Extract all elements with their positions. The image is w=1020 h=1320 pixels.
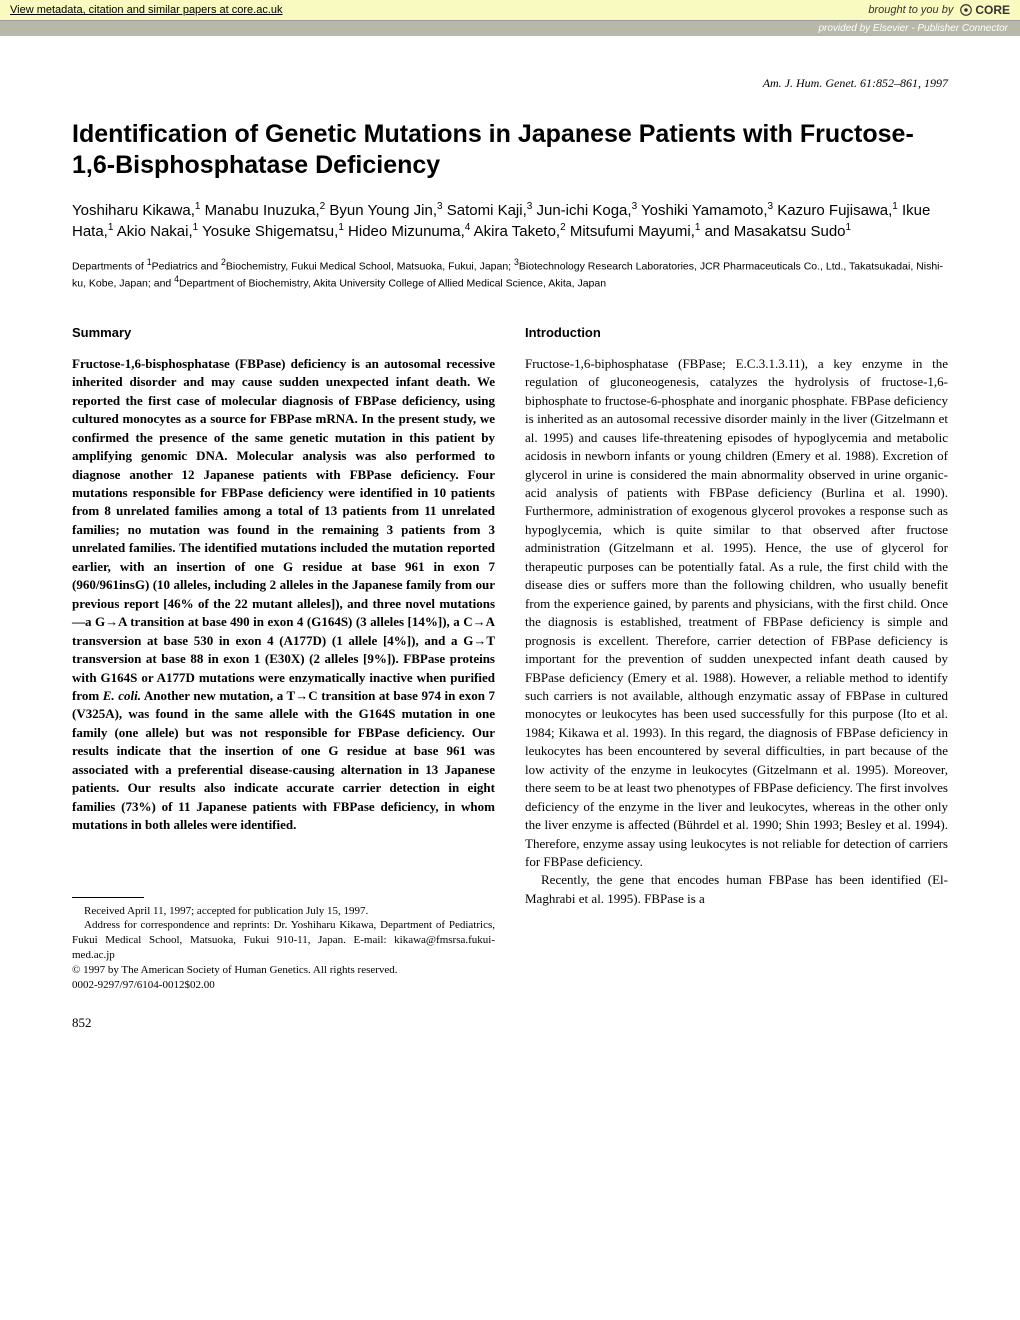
affiliations: Departments of 1Pediatrics and 2Biochemi… — [72, 257, 948, 290]
summary-heading: Summary — [72, 324, 495, 342]
intro-para-1: Fructose-1,6-biphosphatase (FBPase; E.C.… — [525, 355, 948, 872]
core-brought-text: brought to you by — [868, 4, 953, 16]
core-branding: brought to you by CORE — [868, 3, 1010, 17]
core-logo[interactable]: CORE — [959, 3, 1010, 17]
core-logo-text: CORE — [975, 3, 1010, 17]
core-metadata-link[interactable]: View metadata, citation and similar pape… — [10, 4, 283, 16]
page-number: 852 — [72, 1015, 948, 1031]
provider-bar: provided by Elsevier - Publisher Connect… — [0, 21, 1020, 36]
journal-citation: Am. J. Hum. Genet. 61:852–861, 1997 — [72, 76, 948, 91]
two-column-body: Summary Fructose-1,6-bisphosphatase (FBP… — [72, 324, 948, 992]
left-column: Summary Fructose-1,6-bisphosphatase (FBP… — [72, 324, 495, 992]
paper-page: Am. J. Hum. Genet. 61:852–861, 1997 Iden… — [0, 36, 1020, 1061]
introduction-text: Fructose-1,6-biphosphatase (FBPase; E.C.… — [525, 355, 948, 909]
introduction-heading: Introduction — [525, 324, 948, 342]
core-logo-icon — [959, 3, 973, 17]
author-list: Yoshiharu Kikawa,1 Manabu Inuzuka,2 Byun… — [72, 200, 948, 244]
core-metadata-link-wrapper: View metadata, citation and similar pape… — [10, 4, 283, 16]
summary-text: Fructose-1,6-bisphosphatase (FBPase) def… — [72, 355, 495, 835]
footnote-address: Address for correspondence and reprints:… — [72, 918, 495, 963]
footnote-copyright: © 1997 by The American Society of Human … — [72, 963, 495, 978]
footnote-rule — [72, 897, 144, 898]
right-column: Introduction Fructose-1,6-biphosphatase … — [525, 324, 948, 992]
intro-para-2: Recently, the gene that encodes human FB… — [525, 871, 948, 908]
core-banner: View metadata, citation and similar pape… — [0, 0, 1020, 21]
footnote-received: Received April 11, 1997; accepted for pu… — [72, 904, 495, 919]
paper-title: Identification of Genetic Mutations in J… — [72, 119, 948, 182]
footnotes: Received April 11, 1997; accepted for pu… — [72, 904, 495, 993]
footnote-issn: 0002-9297/97/6104-0012$02.00 — [72, 978, 495, 993]
